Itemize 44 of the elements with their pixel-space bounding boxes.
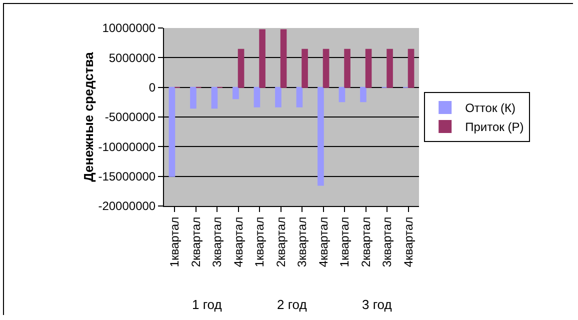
x-tick-label: 2квартал <box>188 216 203 268</box>
bar <box>302 48 308 88</box>
y-tick-label: -5000000 <box>104 110 156 124</box>
bar <box>238 48 244 88</box>
x-tick-label: 1квартал <box>168 216 182 268</box>
legend-label: Отток (К) <box>465 101 516 116</box>
x-tick-label: 1квартал <box>338 216 352 268</box>
x-tick-label: 2квартал <box>358 216 373 268</box>
bar <box>338 86 346 102</box>
bar <box>280 29 287 88</box>
bar <box>259 29 266 88</box>
x-tick-label: 3квартал <box>380 216 394 268</box>
bar <box>190 86 196 109</box>
y-tick-label: -15000000 <box>98 170 156 184</box>
text: 2 год <box>277 297 308 312</box>
y-tick-label: -20000000 <box>98 199 156 214</box>
legend-label: Приток (Р) <box>465 120 524 134</box>
bar <box>318 86 324 186</box>
bar <box>386 48 393 88</box>
x-tick-label: 1квартал <box>252 216 267 268</box>
x-tick-label: 4квартал <box>401 216 416 268</box>
bar <box>232 86 239 100</box>
x-tick-label: 4квартал <box>316 216 330 268</box>
text: 3 год <box>362 297 392 312</box>
y-tick-label: -10000000 <box>98 140 156 154</box>
y-tick-label: 0 <box>148 80 156 95</box>
bar <box>408 48 414 88</box>
bar <box>296 86 303 108</box>
x-tick-label: 4квартал <box>231 216 246 268</box>
x-tick-label: 2квартал <box>274 216 288 268</box>
bar <box>344 48 350 88</box>
bar <box>254 86 260 108</box>
bar <box>211 86 218 109</box>
x-tick-label: 3квартал <box>210 216 224 268</box>
bar <box>168 86 176 177</box>
bar <box>365 48 372 88</box>
x-tick-label: 3квартал <box>295 216 310 268</box>
y-tick-label: 10000000 <box>102 21 156 36</box>
y-axis-title: Денежные средства <box>81 51 96 182</box>
bar <box>275 86 282 108</box>
bar <box>322 48 330 88</box>
text: 1 год <box>192 297 222 312</box>
y-tick-label: 5000000 <box>108 50 156 65</box>
bar <box>360 86 366 102</box>
